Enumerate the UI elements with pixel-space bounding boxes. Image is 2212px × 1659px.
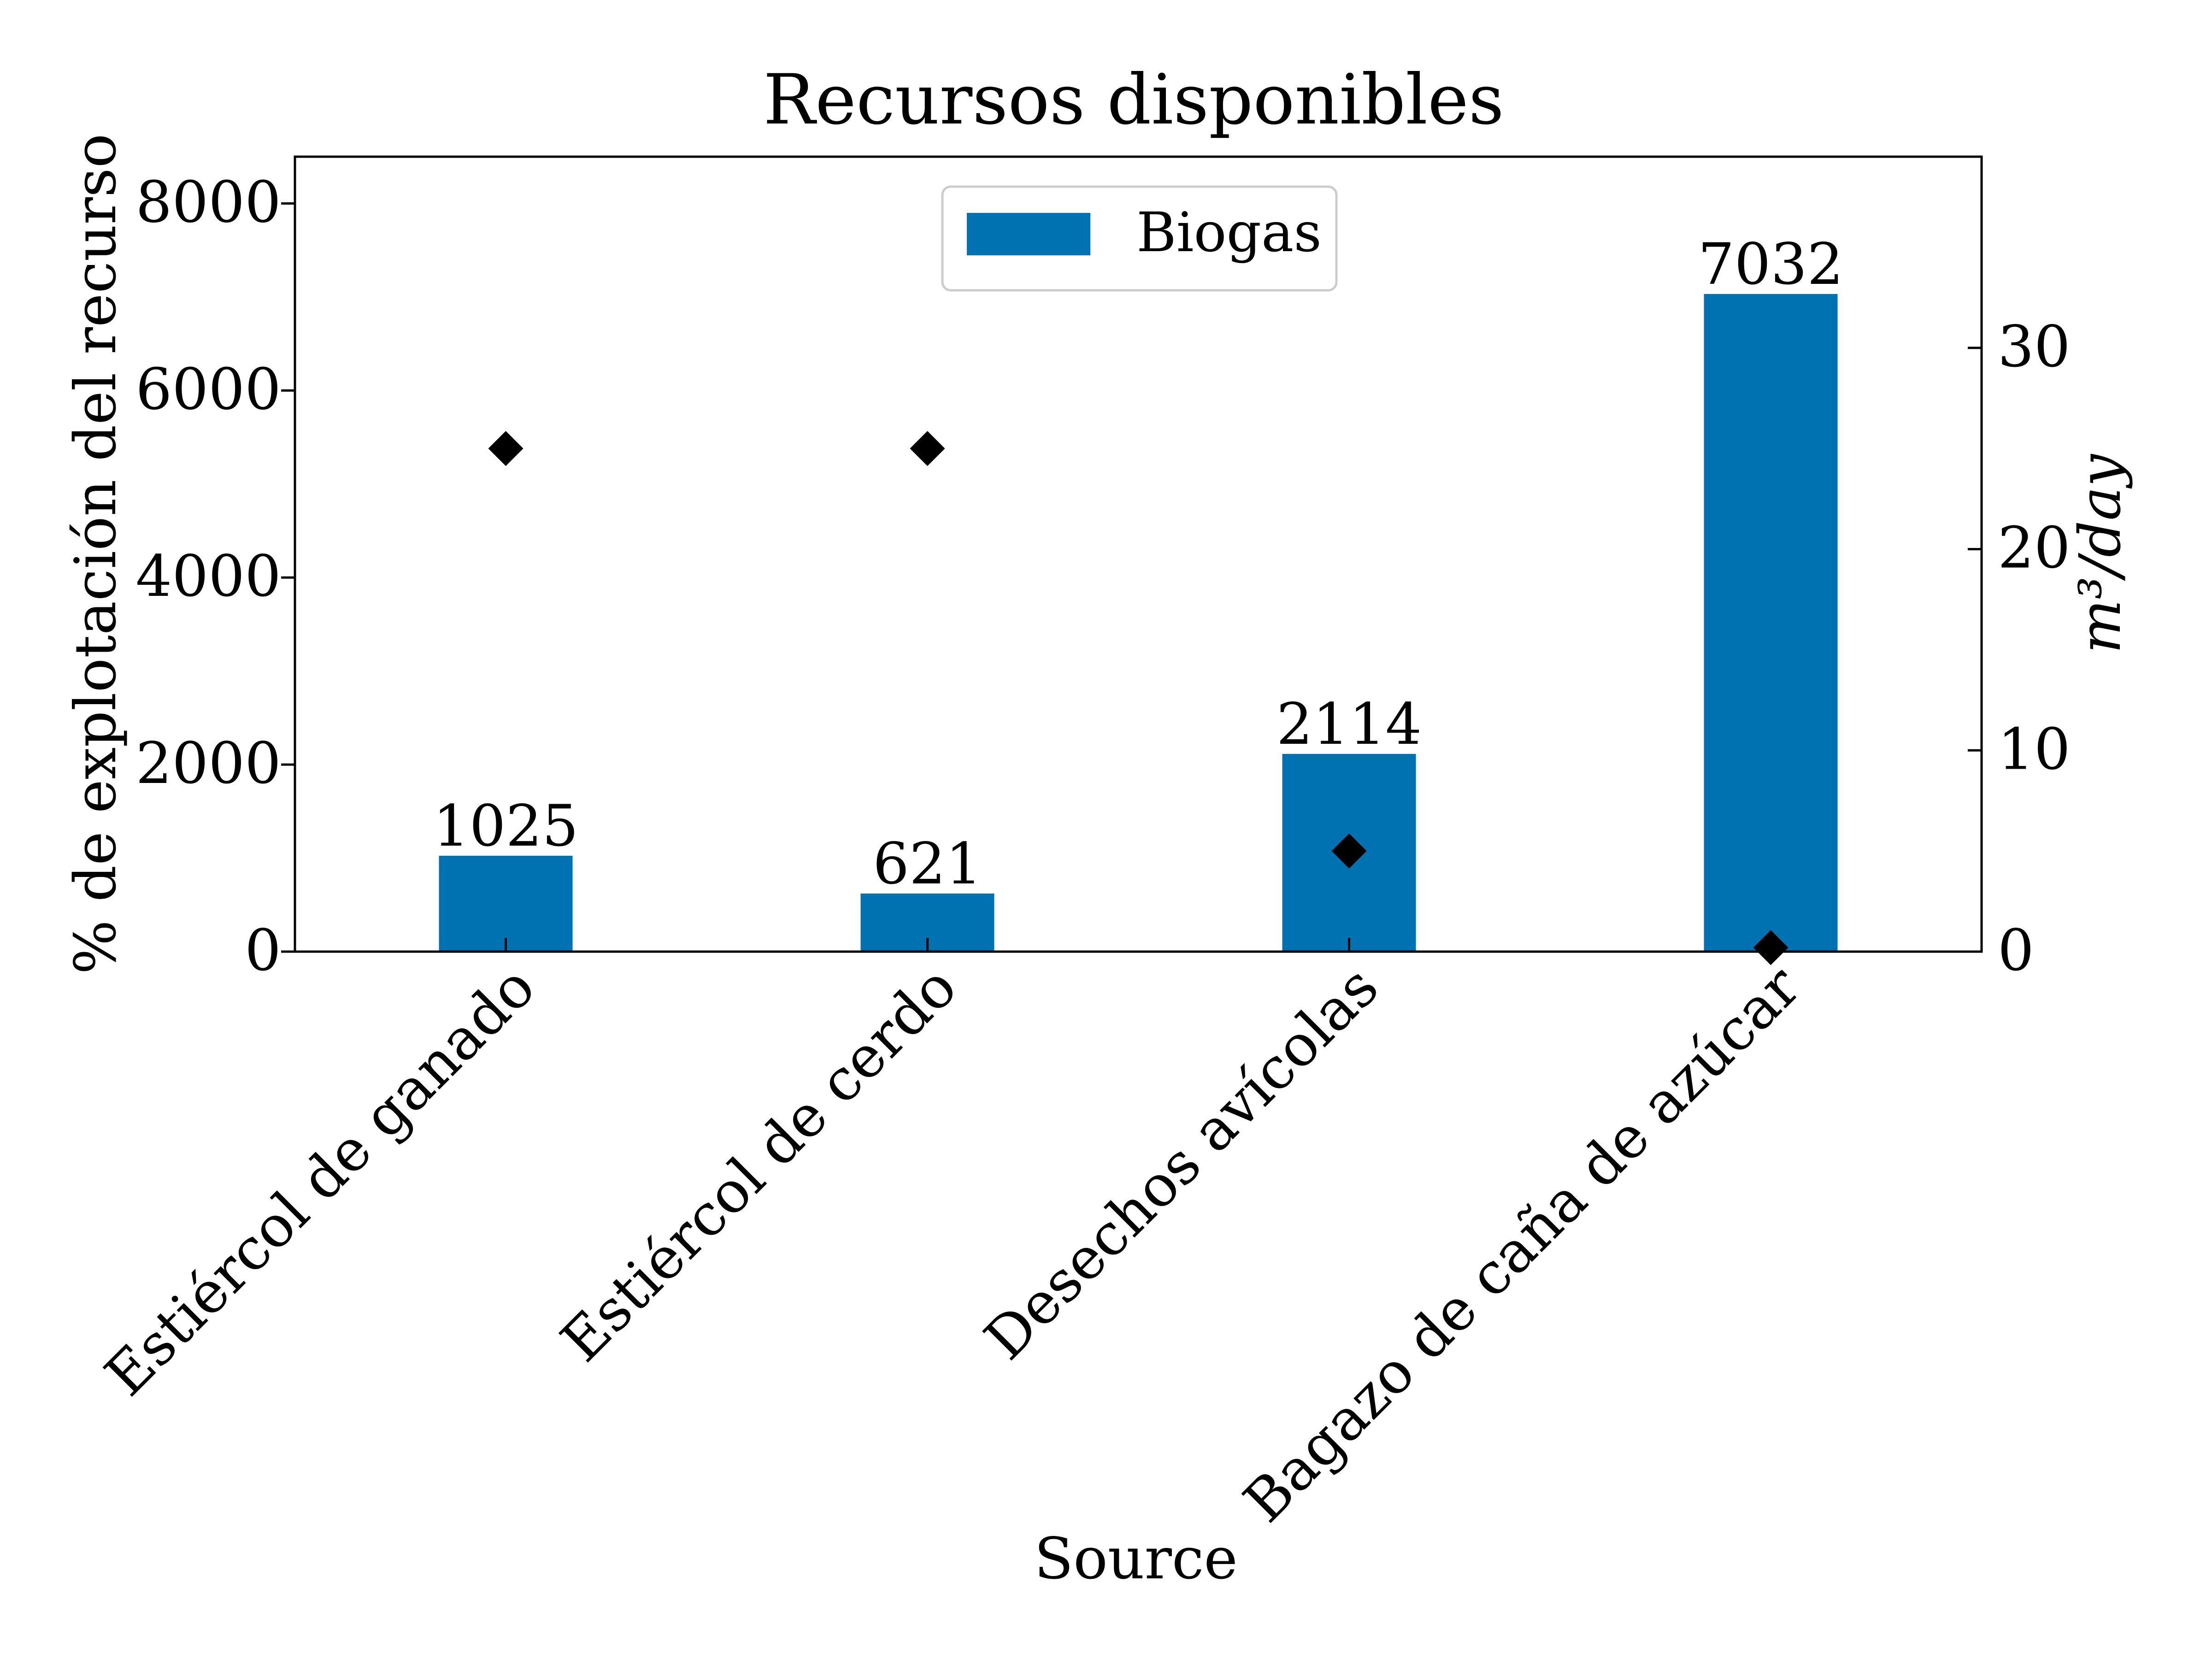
plot-frame (294, 155, 1983, 953)
y-tick-label-3: 6000 (135, 356, 281, 423)
legend-frame (941, 185, 1338, 292)
bar-0 (439, 855, 573, 952)
chart-title: Recursos disponibles (763, 60, 1504, 140)
x-tick-label-2: Desechos avícolas (972, 953, 1391, 1372)
y2-tick-label-3: 30 (1998, 314, 2071, 380)
x-tick-label-0: Estiércol de ganado (93, 953, 548, 1409)
y2-tick-label-0: 0 (1998, 918, 2034, 984)
marker-1 (910, 431, 945, 466)
bar-value-label-2: 2114 (1277, 691, 1422, 758)
y-axis-ticks: 0 2000 4000 6000 8000 (135, 169, 295, 984)
y-tick-label-1: 2000 (135, 730, 281, 797)
y-tick-label-0: 0 (245, 918, 281, 984)
legend-swatch-biogas (967, 213, 1090, 255)
y-tick-label-4: 8000 (135, 169, 281, 235)
y2-axis-label: m³/day (2067, 453, 2134, 653)
markers (488, 431, 1788, 965)
bars (439, 294, 1838, 952)
y2-tick-label-2: 20 (1998, 515, 2071, 582)
bar-value-label-0: 1025 (433, 793, 579, 859)
x-axis-ticks: Estiércol de ganado Estiércol de cerdo Des… (93, 938, 1813, 1535)
bar-value-label-1: 621 (873, 831, 982, 897)
y2-tick-label-1: 10 (1998, 716, 2071, 782)
marker-2 (1331, 833, 1367, 869)
bar-value-label-3: 7032 (1698, 231, 1844, 298)
bar-3 (1704, 294, 1838, 952)
x-tick-label-1: Estiércol de cerdo (548, 953, 969, 1374)
legend: Biogas (941, 185, 1338, 292)
y-axis-label: % de explotación del recurso (63, 134, 129, 975)
bar-labels: 1025 621 2114 7032 (433, 231, 1844, 897)
legend-label-biogas: Biogas (1136, 200, 1322, 264)
x-axis-label: Source (1034, 1526, 1238, 1592)
marker-0 (488, 431, 524, 466)
y-tick-label-2: 4000 (135, 543, 281, 610)
y2-axis-ticks: 0 10 20 30 (1968, 314, 2071, 984)
